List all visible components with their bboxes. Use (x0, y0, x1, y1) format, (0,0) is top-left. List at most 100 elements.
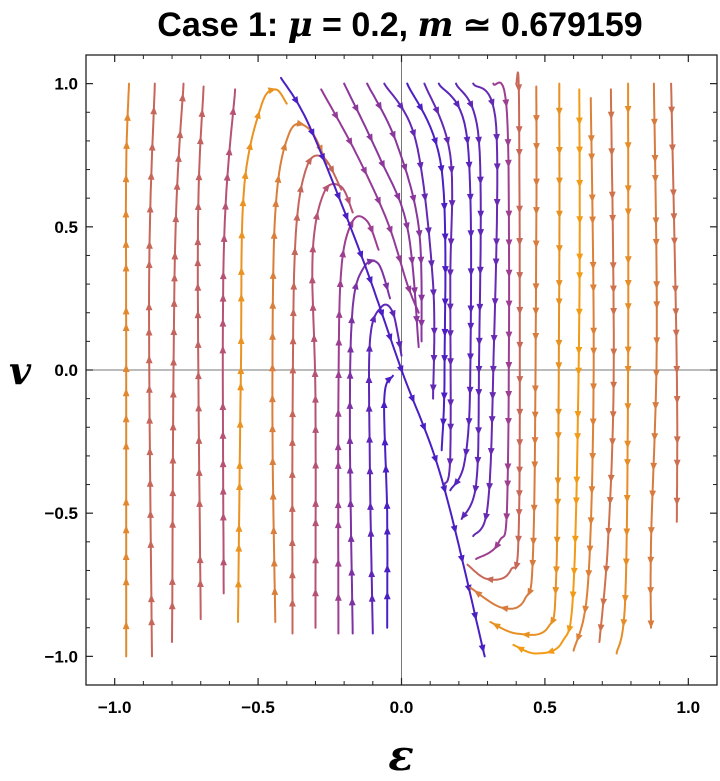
stream-arrowhead (673, 459, 681, 468)
stream-arrowhead (532, 385, 539, 394)
stream-arrowhead (429, 384, 437, 393)
streamline-path (196, 85, 205, 621)
stream-arrowhead (418, 319, 425, 328)
stream-arrowhead (378, 159, 385, 169)
stream-arrowhead (194, 282, 202, 291)
stream-arrowhead (146, 415, 154, 424)
stream-arrowhead (463, 448, 470, 458)
stream-arrowhead (334, 442, 342, 451)
streamline-17 (383, 82, 438, 400)
stream-arrowhead (607, 111, 615, 120)
stream-arrowhead (554, 477, 562, 486)
stream-arrowhead (521, 631, 530, 639)
stream-arrowhead (624, 459, 631, 468)
stream-arrowhead (223, 172, 231, 181)
stream-arrowhead (546, 647, 555, 654)
title-prefix: Case 1: (157, 6, 287, 44)
stream-arrowhead (515, 126, 523, 135)
stream-arrowhead (504, 139, 512, 148)
stream-arrowhead (652, 238, 660, 247)
stream-arrowhead (335, 369, 342, 378)
stream-arrowhead (492, 258, 500, 267)
streamline-8 (308, 183, 354, 629)
stream-arrowhead (335, 309, 343, 318)
stream-arrowhead (672, 308, 680, 317)
stream-arrowhead (170, 298, 178, 307)
stream-arrowhead (476, 266, 484, 275)
stream-arrowhead (609, 262, 617, 271)
stream-arrowhead (504, 463, 512, 472)
stream-arrowhead (505, 239, 513, 248)
stream-arrowhead (334, 592, 342, 601)
stream-arrowhead (195, 403, 203, 412)
streamline-19 (423, 82, 456, 486)
stream-arrowhead (441, 328, 449, 337)
stream-arrowhead (505, 390, 513, 400)
stream-arrowhead (624, 365, 632, 374)
streamline-0 (122, 82, 131, 658)
stream-arrowhead (346, 435, 354, 444)
stream-arrowhead (476, 303, 484, 312)
stream-arrowhead (145, 302, 153, 311)
streamline-16 (366, 82, 425, 343)
stream-arrowhead (429, 289, 437, 298)
streamline-path (489, 82, 561, 636)
stream-arrowhead (650, 462, 658, 471)
stream-arrowhead (440, 392, 448, 401)
stream-arrowhead (383, 526, 391, 535)
streamline-23 (475, 81, 513, 560)
stream-arrowhead (408, 394, 415, 404)
stream-arrowhead (446, 269, 454, 278)
stream-arrowhead (147, 509, 154, 518)
stream-arrowhead (196, 555, 204, 564)
stream-arrowhead (307, 128, 315, 138)
stream-arrowhead (490, 334, 498, 344)
stream-arrowhead (624, 142, 632, 151)
stream-arrowhead (291, 246, 299, 256)
stream-arrowhead (171, 251, 179, 260)
stream-arrowhead (356, 250, 364, 260)
stream-arrowhead (389, 309, 396, 319)
stream-arrowhead (556, 177, 563, 186)
stream-arrowhead (466, 100, 474, 110)
stream-arrowhead (377, 309, 385, 318)
stream-arrowhead (237, 293, 245, 302)
stream-arrowhead (651, 175, 659, 184)
stream-arrowhead (589, 284, 597, 293)
stream-arrowhead (237, 335, 245, 344)
stream-arrowhead (334, 500, 342, 509)
streamline-20 (437, 82, 475, 492)
stream-arrowhead (334, 192, 341, 201)
stream-arrowhead (148, 617, 156, 626)
stream-arrowhead (288, 537, 296, 547)
stream-arrowhead (606, 496, 614, 506)
stream-arrowhead (585, 569, 593, 579)
stream-arrowhead (582, 605, 590, 614)
stream-arrowhead (271, 586, 279, 595)
stream-arrowhead (170, 357, 177, 366)
streamline-27 (512, 88, 584, 655)
streamline-25 (469, 85, 540, 613)
stream-arrowhead (532, 332, 540, 341)
stream-arrowhead (312, 211, 320, 220)
streamline-21 (455, 82, 485, 520)
streamline-path (598, 88, 615, 643)
stream-arrowhead (122, 323, 130, 332)
stream-arrowhead (430, 354, 438, 364)
stream-arrowhead (347, 344, 354, 353)
y-axis-label: v (9, 348, 32, 393)
stream-arrowhead (573, 476, 581, 485)
stream-arrowhead (489, 392, 497, 401)
stream-arrowhead (289, 336, 297, 345)
stream-arrowhead (220, 233, 228, 243)
stream-arrowhead (605, 527, 613, 537)
stream-arrowhead (623, 528, 631, 537)
stream-arrowhead (653, 301, 661, 310)
stream-arrowhead (555, 362, 563, 371)
stream-arrowhead (308, 275, 316, 284)
stream-arrowhead (289, 437, 296, 446)
stream-arrowhead (366, 276, 373, 285)
stream-arrowhead (447, 399, 455, 408)
stream-arrowhead (477, 210, 485, 219)
stream-arrowhead (344, 196, 351, 206)
